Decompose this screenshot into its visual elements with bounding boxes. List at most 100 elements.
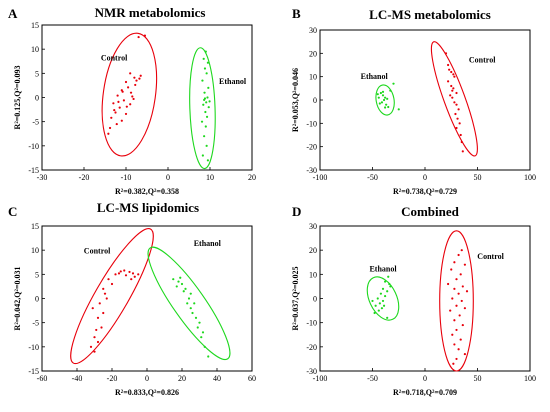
control-point	[120, 119, 123, 122]
ethanol-point	[386, 316, 389, 319]
ethanol-point	[200, 336, 203, 339]
panel-title: LC-MS lipidomics	[97, 200, 199, 215]
ethanol-point	[207, 106, 210, 109]
control-point	[458, 122, 461, 125]
ethanol-point	[184, 287, 187, 290]
control-point	[456, 117, 459, 120]
control-point	[131, 272, 135, 275]
ethanol-confidence-ellipse	[366, 276, 400, 321]
x-tick-label: 100	[524, 173, 536, 182]
ethanol-point	[203, 97, 207, 100]
ethanol-point	[397, 108, 400, 111]
control-point	[465, 290, 469, 293]
y-tick-label: 5	[35, 270, 39, 279]
x-tick-label: -20	[79, 173, 90, 182]
ethanol-point	[204, 125, 207, 128]
control-point	[461, 323, 464, 327]
control-point	[451, 297, 454, 300]
control-point	[128, 270, 131, 274]
control-point	[449, 94, 452, 97]
control-point	[123, 269, 126, 272]
x-tick-label: 20	[178, 374, 186, 383]
y-tick-label: 20	[309, 49, 317, 58]
control-point	[453, 319, 456, 322]
y-tick-label: 0	[313, 96, 317, 105]
control-group-label: Control	[84, 247, 111, 256]
y-tick-label: 20	[309, 246, 317, 255]
ethanol-point	[386, 290, 389, 293]
ethanol-point	[378, 102, 381, 105]
control-point	[453, 261, 456, 264]
control-point	[113, 108, 116, 112]
control-point	[122, 99, 125, 102]
control-point	[137, 273, 140, 276]
y-axis-label: R²=0.042,Q²=0.031	[13, 267, 22, 331]
x-tick-label: -40	[72, 374, 83, 383]
control-point	[452, 87, 455, 90]
control-point	[102, 311, 105, 315]
ethanol-point	[382, 304, 386, 307]
control-point	[107, 132, 110, 135]
x-tick-label: -100	[313, 374, 328, 383]
ethanol-point	[373, 311, 376, 315]
ethanol-point	[186, 302, 189, 305]
ethanol-point	[377, 309, 380, 312]
ethanol-point	[207, 86, 210, 89]
ethanol-point	[172, 278, 175, 281]
y-tick-label: -20	[306, 143, 317, 152]
panel-letter: A	[8, 6, 18, 21]
y-tick-label: -10	[306, 319, 317, 328]
plot-frame	[319, 29, 531, 171]
x-tick-label: -10	[121, 173, 132, 182]
ethanol-confidence-ellipse	[147, 246, 231, 361]
control-point	[455, 357, 458, 361]
x-tick-label: 20	[248, 173, 256, 182]
ethanol-point	[387, 105, 390, 109]
panel-d: D Combined-100 -50 0 50 100-30-20-100102030R²…	[291, 204, 536, 397]
control-point	[463, 352, 466, 356]
ethanol-point	[194, 316, 198, 319]
control-point	[93, 336, 96, 339]
control-point	[455, 103, 458, 106]
x-axis-label: R²=0.833,Q²=0.826	[115, 388, 179, 397]
ethanol-point	[201, 79, 204, 82]
ethanol-point	[382, 98, 386, 102]
control-point	[459, 338, 462, 341]
x-tick-label: 40	[213, 374, 221, 383]
x-tick-label: 10	[206, 173, 214, 182]
control-point	[457, 292, 460, 295]
ethanol-point	[381, 94, 385, 97]
y-tick-label: 10	[31, 246, 39, 255]
y-tick-label: 15	[31, 21, 39, 30]
ethanol-point	[208, 100, 211, 103]
control-point	[107, 278, 110, 281]
ethanol-point	[187, 297, 191, 300]
control-point	[461, 285, 464, 288]
control-point	[451, 89, 454, 92]
control-point	[114, 273, 117, 276]
control-point	[450, 84, 453, 88]
ethanol-point	[189, 292, 192, 295]
control-point	[448, 68, 451, 71]
control-point	[130, 278, 133, 281]
ethanol-group-label: Ethanol	[219, 77, 247, 86]
control-point	[455, 91, 458, 95]
y-tick-label: -5	[32, 118, 39, 127]
ethanol-point	[381, 299, 385, 303]
ethanol-point	[180, 282, 184, 286]
control-point	[453, 75, 456, 78]
control-point	[451, 333, 454, 336]
control-point	[143, 34, 146, 37]
panel-title: NMR metabolomics	[95, 5, 206, 20]
ethanol-point	[389, 285, 392, 288]
ethanol-point	[380, 101, 384, 104]
control-point	[447, 80, 450, 83]
control-point	[139, 74, 142, 77]
ethanol-point	[385, 103, 388, 106]
ethanol-point	[380, 307, 384, 310]
control-point	[124, 80, 128, 84]
control-point	[129, 91, 133, 94]
control-point	[450, 268, 453, 271]
panel-b: B LC-MS metabolomics-100 -50 0 50 100-30-20-1…	[291, 6, 536, 196]
